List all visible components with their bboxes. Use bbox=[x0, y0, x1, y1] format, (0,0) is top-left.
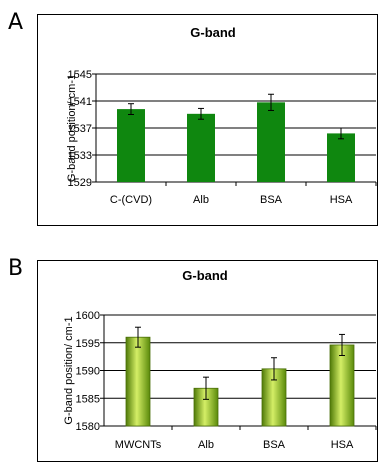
category-label-b-3: HSA bbox=[331, 439, 354, 451]
y-tick-label-a: 1541 bbox=[68, 96, 92, 108]
y-tick-label-b: 1585 bbox=[76, 393, 100, 405]
category-label-b-2: BSA bbox=[263, 439, 286, 451]
y-tick-label-a: 1545 bbox=[68, 69, 92, 81]
bar-a-1 bbox=[187, 113, 215, 182]
y-tick-label-b: 1590 bbox=[76, 366, 100, 378]
y-tick-label-b: 1595 bbox=[76, 338, 100, 350]
y-tick-label-b: 1580 bbox=[76, 421, 100, 433]
chart-frame-b bbox=[37, 260, 378, 462]
bar-a-2 bbox=[257, 102, 285, 182]
category-label-a-1: Alb bbox=[193, 194, 209, 206]
y-tick-label-a: 1529 bbox=[68, 177, 92, 189]
category-label-a-2: BSA bbox=[260, 194, 283, 206]
y-axis-label-b: G-band position/ cm-1 bbox=[63, 316, 75, 424]
y-tick-label-a: 1533 bbox=[68, 150, 92, 162]
chart-title-b: G-band bbox=[182, 268, 228, 283]
panel-letter-b: B bbox=[8, 256, 24, 281]
bar-a-0 bbox=[117, 109, 145, 182]
bar-b-3 bbox=[329, 344, 355, 427]
chart-title-a: G-band bbox=[190, 25, 236, 40]
category-label-b-1: Alb bbox=[198, 439, 214, 451]
panel-letter-a: A bbox=[8, 10, 24, 35]
category-label-b-0: MWCNTs bbox=[115, 439, 162, 451]
y-axis-label-a: G-band position/ cm-1 bbox=[66, 74, 78, 182]
bar-b-0 bbox=[125, 336, 151, 427]
category-label-a-3: HSA bbox=[330, 194, 353, 206]
y-tick-label-b: 1600 bbox=[76, 310, 100, 322]
y-tick-label-a: 1537 bbox=[68, 123, 92, 135]
category-label-a-0: C-(CVD) bbox=[110, 194, 152, 206]
bar-a-3 bbox=[327, 133, 355, 182]
